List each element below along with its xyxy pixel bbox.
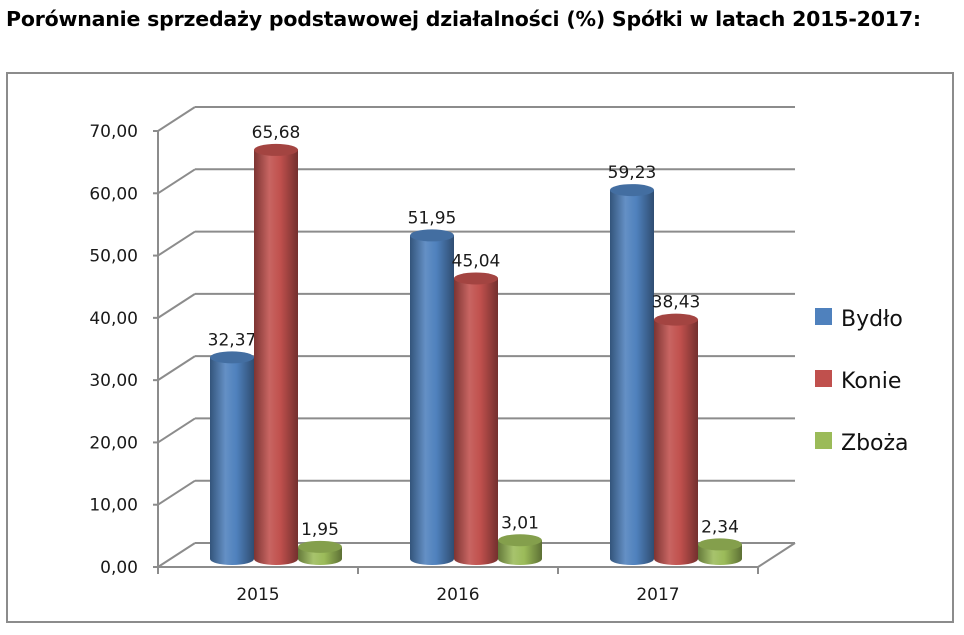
bar-bydło-2016[interactable]: 51,95	[408, 208, 457, 565]
data-label: 65,68	[252, 123, 301, 143]
y-tick-label: 50,00	[89, 247, 138, 267]
x-tick-label: 2016	[436, 585, 479, 605]
bar-zboża-2017[interactable]: 2,34	[698, 517, 742, 565]
bar-bydło-2017[interactable]: 59,23	[608, 163, 657, 565]
y-tick-label: 10,00	[89, 496, 138, 516]
legend-item-zboża[interactable]: Zboża	[815, 431, 909, 456]
x-tick-label: 2017	[636, 585, 679, 605]
bar-bydło-2015[interactable]: 32,37	[208, 330, 257, 565]
legend: Bydło Konie Zboża	[815, 307, 909, 456]
y-axis: 0,00 10,00 20,00 30,00 40,00 50,00 60,00 70,00	[89, 122, 159, 578]
x-axis: 2015 2016 2017	[157, 566, 759, 605]
bar-zboża-2015[interactable]: 1,95	[298, 520, 342, 565]
legend-item-konie[interactable]: Konie	[815, 369, 901, 394]
data-label: 3,01	[501, 513, 539, 533]
legend-label: Bydło	[841, 307, 903, 332]
legend-item-bydło[interactable]: Bydło	[815, 307, 903, 332]
data-label: 2,34	[701, 517, 739, 537]
data-label: 59,23	[608, 163, 657, 183]
x-tick-label: 2015	[236, 585, 279, 605]
data-label: 1,95	[301, 520, 339, 540]
bar-zboża-2016[interactable]: 3,01	[498, 513, 542, 565]
bar-konie-2016[interactable]: 45,04	[452, 251, 501, 565]
y-tick-label: 20,00	[89, 433, 138, 453]
bar-konie-2015[interactable]: 65,68	[252, 123, 301, 566]
y-tick-label: 0,00	[100, 558, 138, 578]
bar-konie-2017[interactable]: 38,43	[652, 293, 701, 565]
data-label: 32,37	[208, 330, 257, 350]
chart-title: Porównanie sprzedaży podstawowej działal…	[6, 7, 921, 31]
data-label: 38,43	[652, 293, 701, 313]
legend-label: Zboża	[841, 431, 909, 456]
y-tick-label: 40,00	[89, 309, 138, 329]
legend-label: Konie	[841, 369, 901, 394]
y-tick-label: 70,00	[89, 122, 138, 142]
y-tick-label: 30,00	[89, 371, 138, 391]
data-label: 45,04	[452, 251, 501, 271]
y-tick-label: 60,00	[89, 184, 138, 204]
bars: 32,37 65,68 1,95 51,95 45,04 3,01 59,23 38,43 2,…	[208, 123, 742, 566]
data-label: 51,95	[408, 208, 457, 228]
